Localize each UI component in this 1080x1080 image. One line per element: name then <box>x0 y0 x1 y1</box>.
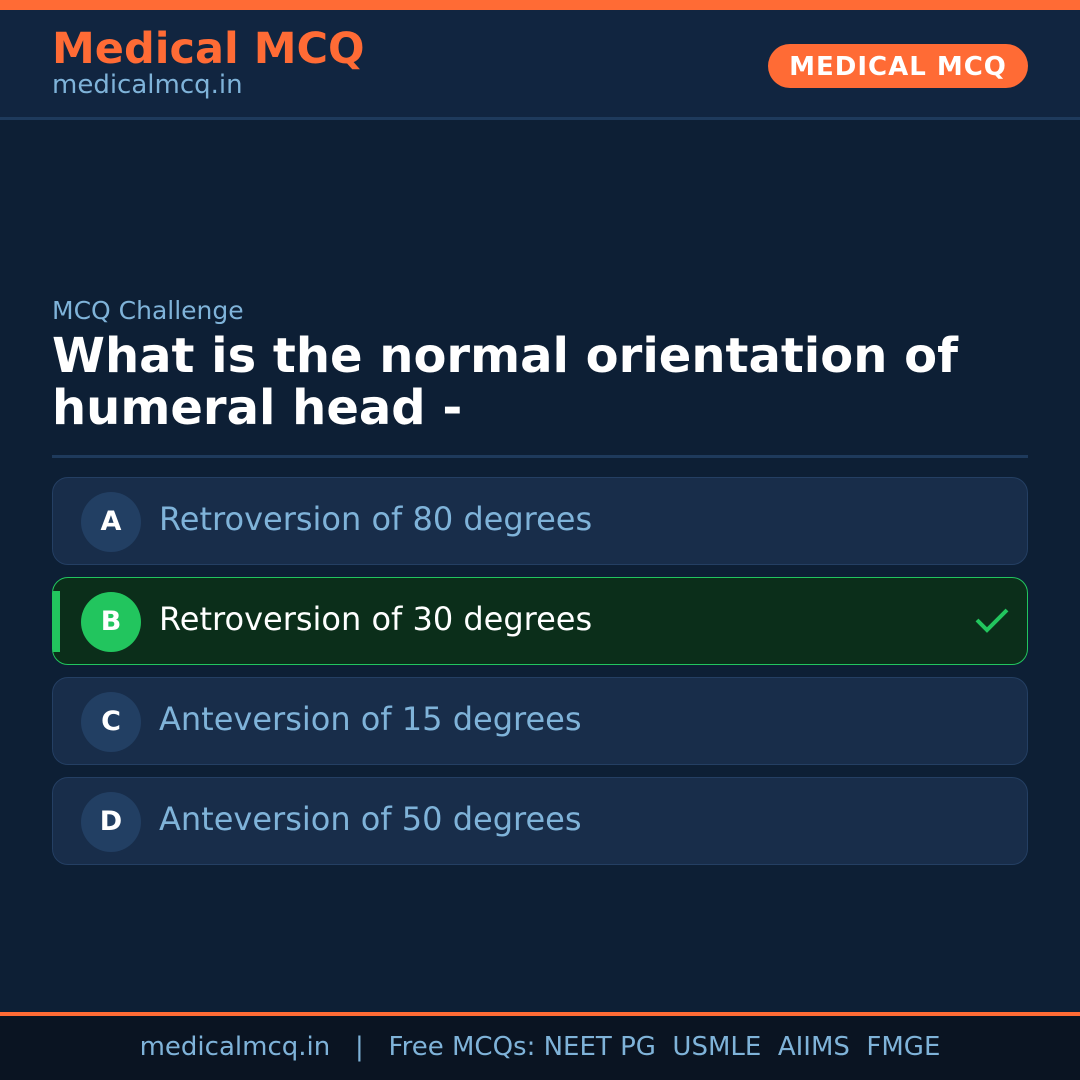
option-letter: D <box>81 792 141 852</box>
header: Medical MCQ medicalmcq.in MEDICAL MCQ <box>0 10 1080 120</box>
footer: medicalmcq.in | Free MCQs: NEET PG USMLE… <box>0 1012 1080 1080</box>
option-letter: B <box>81 592 141 652</box>
option-text: Anteversion of 50 degrees <box>159 800 582 838</box>
top-accent-bar <box>0 0 1080 10</box>
option-letter: A <box>81 492 141 552</box>
option-letter: C <box>81 692 141 752</box>
option-d[interactable]: D Anteversion of 50 degrees <box>52 777 1028 865</box>
brand-badge: MEDICAL MCQ <box>768 44 1028 88</box>
option-a[interactable]: A Retroversion of 80 degrees <box>52 477 1028 565</box>
correct-indicator-bar <box>53 591 60 652</box>
option-text: Retroversion of 30 degrees <box>159 600 593 638</box>
question-text: What is the normal orientation of humera… <box>52 328 958 436</box>
option-text: Anteversion of 15 degrees <box>159 700 582 738</box>
question-kicker: MCQ Challenge <box>52 296 244 325</box>
option-c[interactable]: C Anteversion of 15 degrees <box>52 677 1028 765</box>
site-url: medicalmcq.in <box>52 70 243 100</box>
checkmark-icon <box>975 608 1009 633</box>
option-b-correct[interactable]: B Retroversion of 30 degrees <box>52 577 1028 665</box>
divider <box>52 455 1028 458</box>
brand-title: Medical MCQ <box>52 24 365 74</box>
option-text: Retroversion of 80 degrees <box>159 500 593 538</box>
